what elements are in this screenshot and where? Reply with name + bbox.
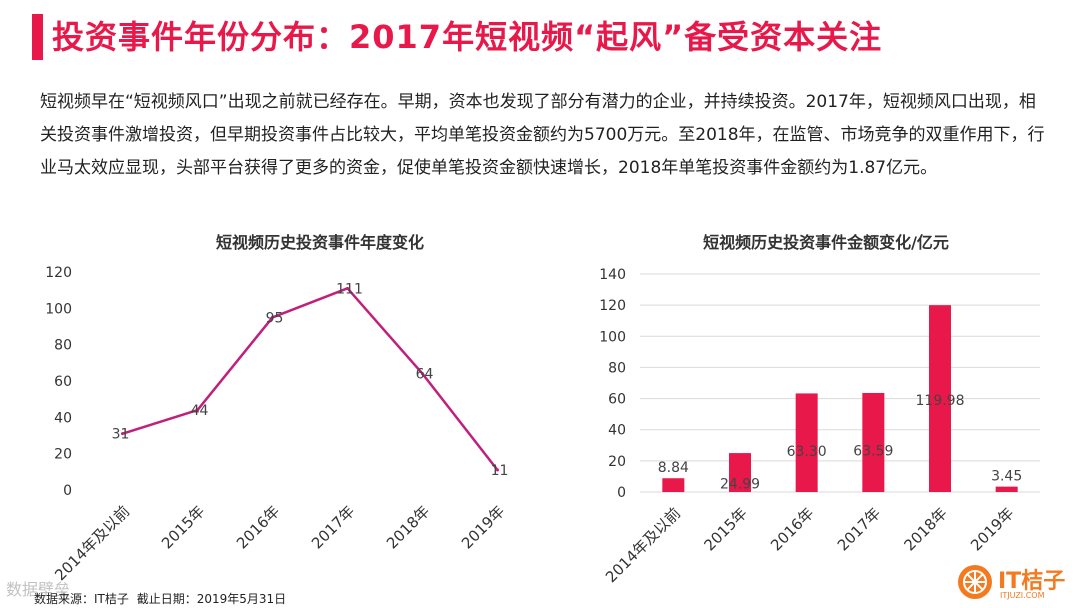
bar [795,393,818,492]
bar [995,486,1018,492]
x-tick-label: 2019年 [458,502,508,552]
x-tick-label: 2018年 [383,502,433,552]
logo-name: IT桔子 [998,569,1066,594]
y-tick-label: 120 [45,265,72,281]
data-label: 44 [191,403,209,419]
data-label: 63.30 [787,444,827,460]
x-tick-label: 2016年 [767,504,817,554]
x-tick-label: 2018年 [900,504,950,554]
y-tick-label: 20 [54,447,72,463]
x-tick-label: 2015年 [158,502,208,552]
data-label: 119.98 [916,393,965,409]
y-tick-label: 20 [608,454,626,470]
data-point [496,468,499,472]
x-tick-label: 2017年 [308,502,358,552]
x-tick-label: 2017年 [834,504,884,554]
intro-paragraph: 短视频早在“短视频风口”出现之前就已经存在。早期，资本也发现了部分有潜力的企业，… [40,92,1045,178]
footer-source: 数据来源：IT桔子 截止日期：2019年5月31日 [34,590,286,607]
x-tick-label: 2019年 [967,504,1017,554]
chart-title: 短视频历史投资事件年度变化 [216,233,424,252]
logo-url: ITJUZI.COM [1000,591,1045,600]
cutoff-date-label: 截止日期：2019年5月31日 [136,592,287,606]
series-line [122,287,499,471]
data-label: 31 [112,427,130,443]
y-tick-label: 100 [45,301,72,317]
y-tick-label: 140 [599,267,626,283]
watermark-text: 数据壁垒 [6,580,71,599]
y-tick-label: 60 [54,374,72,390]
y-tick-label: 100 [599,329,626,345]
data-label: 11 [491,463,509,479]
y-tick-label: 60 [608,392,626,408]
data-point [421,372,424,376]
y-tick-label: 80 [608,360,626,376]
y-tick-label: 120 [599,298,626,314]
data-point [346,286,349,290]
y-tick-label: 40 [54,410,72,426]
data-source-label: 数据来源：IT桔子 [34,592,129,606]
y-tick-label: 0 [63,483,72,499]
page-title: 投资事件年份分布：2017年短视频“起风”备受资本关注 [52,18,883,56]
x-tick-label: 2014年及以前 [602,504,684,586]
y-tick-label: 0 [617,485,626,501]
bar [929,305,951,492]
y-tick-label: 40 [608,423,626,439]
x-tick-label: 2015年 [700,504,750,554]
data-point [196,408,199,412]
title-accent-bar [32,14,43,60]
data-label: 24.99 [720,477,760,493]
chart-title: 短视频历史投资事件金额变化/亿元 [703,233,949,252]
bar [729,453,751,492]
data-label: 63.59 [853,444,893,460]
data-label: 8.84 [658,460,689,476]
data-label: 95 [266,310,284,326]
x-tick-label: 2014年及以前 [51,502,133,584]
y-tick-label: 80 [54,338,72,354]
bar [862,392,885,492]
data-label: 111 [336,281,363,297]
itjuzi-logo: IT桔子 ITJUZI.COM [958,561,1073,603]
data-point [271,315,274,319]
data-label: 64 [416,367,434,383]
x-tick-label: 2016年 [233,502,283,552]
orange-slice-icon [958,565,992,599]
data-point [121,432,124,436]
data-label: 3.45 [991,469,1022,485]
bar [662,478,685,492]
